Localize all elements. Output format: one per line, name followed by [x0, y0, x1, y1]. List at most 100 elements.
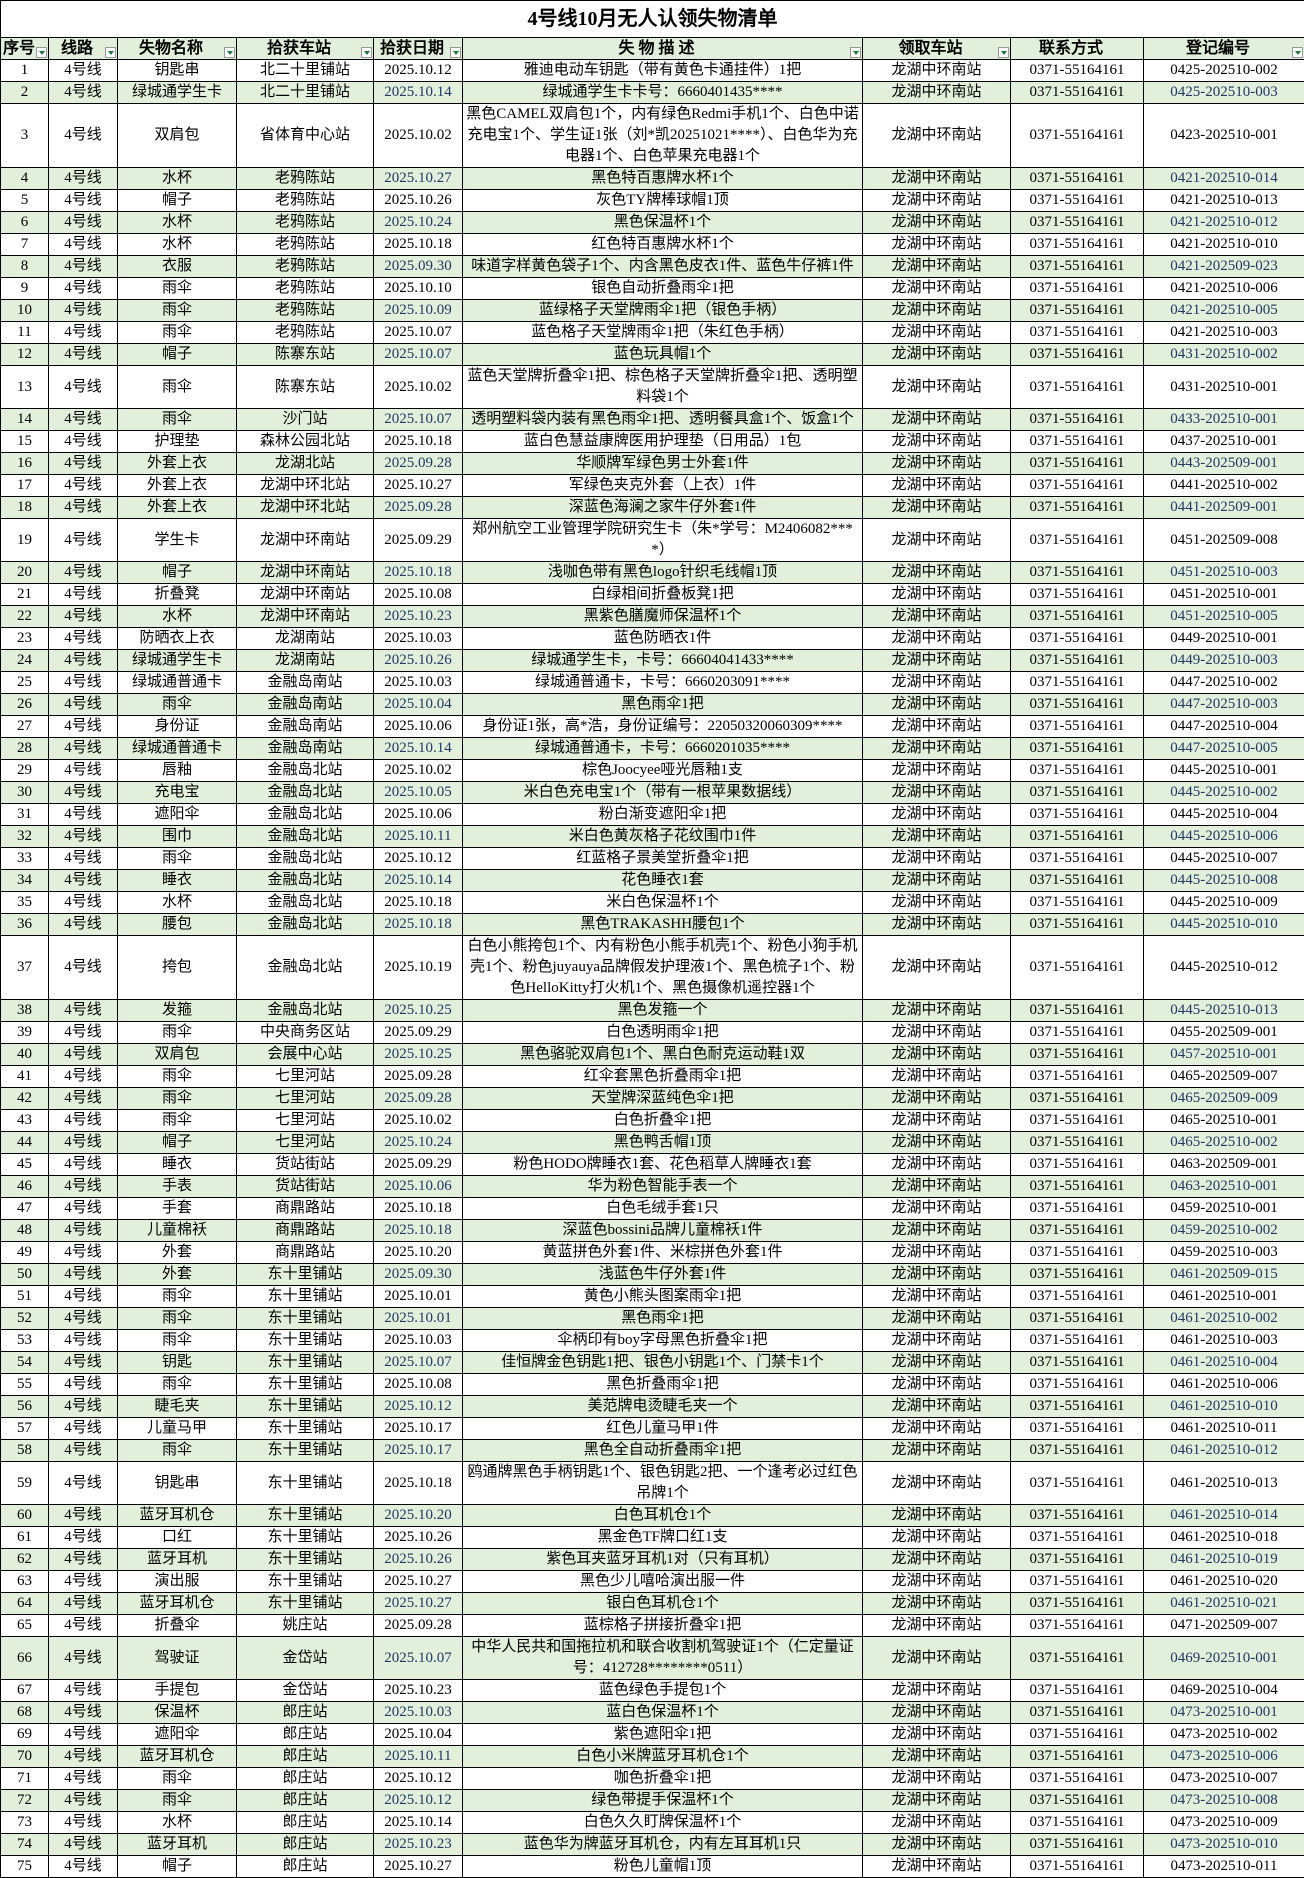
cell-pickup-station: 龙湖中环南站 — [863, 1440, 1011, 1462]
cell-line: 4号线 — [49, 234, 118, 256]
cell-item-name: 外套上衣 — [118, 475, 237, 497]
cell-registration-number: 0445-202510-008 — [1144, 870, 1304, 892]
cell-item-description: 米白色黄灰格子花纹围巾1件 — [463, 826, 863, 848]
cell-contact-phone: 0371-55164161 — [1011, 168, 1144, 190]
cell-contact-phone: 0371-55164161 — [1011, 409, 1144, 431]
cell-contact-phone: 0371-55164161 — [1011, 1264, 1144, 1286]
cell-line: 4号线 — [49, 870, 118, 892]
cell-item-description: 黑色TRAKASHH腰包1个 — [463, 914, 863, 936]
cell-registration-number: 0445-202510-007 — [1144, 848, 1304, 870]
cell-found-station: 东十里铺站 — [237, 1593, 374, 1615]
cell-found-station: 北二十里铺站 — [237, 60, 374, 82]
cell-contact-phone: 0371-55164161 — [1011, 1812, 1144, 1834]
cell-pickup-station: 龙湖中环南站 — [863, 760, 1011, 782]
cell-registration-number: 0461-202510-018 — [1144, 1527, 1304, 1549]
cell-pickup-station: 龙湖中环南站 — [863, 497, 1011, 519]
cell-found-date: 2025.10.07 — [374, 344, 463, 366]
cell-found-date: 2025.10.04 — [374, 1724, 463, 1746]
cell-item-description: 美范牌电烫睫毛夹一个 — [463, 1396, 863, 1418]
column-header-label: 线路 — [61, 40, 93, 57]
cell-item-name: 遮阳伞 — [118, 1724, 237, 1746]
cell-pickup-station: 龙湖中环南站 — [863, 234, 1011, 256]
cell-found-date: 2025.10.20 — [374, 1242, 463, 1264]
cell-found-station: 陈寨东站 — [237, 344, 374, 366]
cell-registration-number: 0449-202510-003 — [1144, 650, 1304, 672]
cell-serial-number: 32 — [1, 826, 49, 848]
cell-item-description: 黑色折叠雨伞1把 — [463, 1374, 863, 1396]
filter-dropdown-icon[interactable] — [105, 47, 116, 58]
cell-registration-number: 0425-202510-003 — [1144, 82, 1304, 104]
cell-line: 4号线 — [49, 1198, 118, 1220]
cell-item-description: 军绿色夹克外套（上衣）1件 — [463, 475, 863, 497]
cell-contact-phone: 0371-55164161 — [1011, 1571, 1144, 1593]
filter-dropdown-icon[interactable] — [450, 47, 461, 58]
cell-found-date: 2025.10.27 — [374, 168, 463, 190]
cell-found-station: 龙湖南站 — [237, 628, 374, 650]
filter-dropdown-icon[interactable] — [998, 47, 1009, 58]
cell-contact-phone: 0371-55164161 — [1011, 519, 1144, 562]
cell-pickup-station: 龙湖中环南站 — [863, 562, 1011, 584]
column-header-label: 登记编号 — [1186, 40, 1250, 57]
cell-line: 4号线 — [49, 936, 118, 1000]
cell-pickup-station: 龙湖中环南站 — [863, 1264, 1011, 1286]
filter-dropdown-icon[interactable] — [850, 47, 861, 58]
cell-found-date: 2025.10.19 — [374, 936, 463, 1000]
cell-item-name: 睡衣 — [118, 870, 237, 892]
cell-pickup-station: 龙湖中环南站 — [863, 1132, 1011, 1154]
cell-registration-number: 0465-202509-009 — [1144, 1088, 1304, 1110]
cell-serial-number: 59 — [1, 1462, 49, 1505]
cell-registration-number: 0449-202510-001 — [1144, 628, 1304, 650]
cell-registration-number: 0461-202510-013 — [1144, 1462, 1304, 1505]
column-header-item-description: 失 物 描 述 — [463, 38, 863, 60]
cell-pickup-station: 龙湖中环南站 — [863, 1615, 1011, 1637]
filter-dropdown-icon[interactable] — [361, 47, 372, 58]
cell-found-station: 会展中心站 — [237, 1044, 374, 1066]
cell-contact-phone: 0371-55164161 — [1011, 1110, 1144, 1132]
header-row: 序号线路失物名称拾获车站拾获日期失 物 描 述领取车站联系方式登记编号 — [1, 38, 1304, 60]
cell-contact-phone: 0371-55164161 — [1011, 1505, 1144, 1527]
cell-registration-number: 0461-202510-020 — [1144, 1571, 1304, 1593]
filter-dropdown-icon[interactable] — [224, 47, 235, 58]
cell-item-description: 蓝棕格子拼接折叠伞1把 — [463, 1615, 863, 1637]
cell-item-name: 雨伞 — [118, 1110, 237, 1132]
cell-found-station: 郎庄站 — [237, 1790, 374, 1812]
cell-item-name: 手套 — [118, 1198, 237, 1220]
column-header-label: 拾获车站 — [267, 40, 331, 57]
cell-found-date: 2025.10.08 — [374, 584, 463, 606]
cell-item-name: 雨伞 — [118, 322, 237, 344]
cell-registration-number: 0469-202510-001 — [1144, 1637, 1304, 1680]
cell-contact-phone: 0371-55164161 — [1011, 212, 1144, 234]
cell-contact-phone: 0371-55164161 — [1011, 1724, 1144, 1746]
cell-found-date: 2025.10.02 — [374, 760, 463, 782]
cell-item-name: 钥匙串 — [118, 60, 237, 82]
cell-serial-number: 75 — [1, 1856, 49, 1878]
cell-serial-number: 17 — [1, 475, 49, 497]
cell-found-station: 七里河站 — [237, 1066, 374, 1088]
cell-found-station: 商鼎路站 — [237, 1198, 374, 1220]
cell-pickup-station: 龙湖中环南站 — [863, 826, 1011, 848]
cell-line: 4号线 — [49, 1352, 118, 1374]
cell-pickup-station: 龙湖中环南站 — [863, 1768, 1011, 1790]
cell-pickup-station: 龙湖中环南站 — [863, 256, 1011, 278]
cell-registration-number: 0473-202510-006 — [1144, 1746, 1304, 1768]
filter-dropdown-icon[interactable] — [1292, 47, 1303, 58]
cell-found-date: 2025.09.30 — [374, 256, 463, 278]
cell-found-station: 金融岛北站 — [237, 914, 374, 936]
cell-found-station: 北二十里铺站 — [237, 82, 374, 104]
cell-registration-number: 0473-202510-001 — [1144, 1702, 1304, 1724]
cell-found-station: 金融岛南站 — [237, 672, 374, 694]
cell-found-date: 2025.10.14 — [374, 738, 463, 760]
cell-registration-number: 0447-202510-002 — [1144, 672, 1304, 694]
cell-pickup-station: 龙湖中环南站 — [863, 322, 1011, 344]
cell-contact-phone: 0371-55164161 — [1011, 1022, 1144, 1044]
column-header-label: 失 物 描 述 — [618, 40, 694, 57]
filter-dropdown-icon[interactable] — [36, 47, 47, 58]
